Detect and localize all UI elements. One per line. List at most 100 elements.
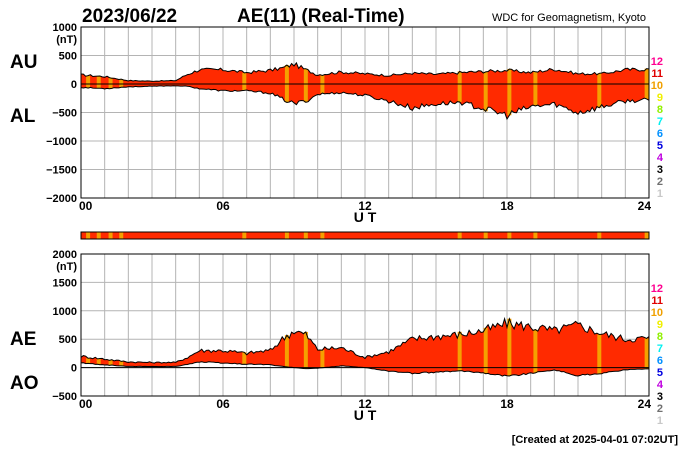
station-stripe <box>119 361 124 366</box>
station-legend-label: 9 <box>657 319 663 331</box>
station-stripe <box>242 72 247 91</box>
station-legend-label: 4 <box>657 152 664 164</box>
y-tick-label: 1000 <box>53 22 77 34</box>
status-bar-stripe <box>242 232 247 239</box>
y-tick-label: 500 <box>59 334 77 346</box>
station-legend-label: 11 <box>651 68 663 80</box>
station-stripe <box>303 331 308 369</box>
station-legend-label: 10 <box>651 80 663 92</box>
status-bar-stripe <box>597 232 602 239</box>
station-stripe <box>457 71 462 103</box>
station-legend-label: 7 <box>657 343 663 355</box>
x-axis-label: U T <box>354 407 377 423</box>
status-bar-stripe <box>644 232 649 239</box>
chart-title: AE(11) (Real-Time) <box>237 6 405 27</box>
station-legend-label: 3 <box>657 391 663 403</box>
station-legend-label: 9 <box>657 92 663 104</box>
station-stripe <box>533 71 538 107</box>
status-bar-stripe <box>108 232 113 239</box>
station-stripe <box>242 352 247 365</box>
series-fill-area <box>81 318 649 377</box>
station-legend-label: 10 <box>651 307 663 319</box>
created-timestamp: [Created at 2025-04-01 07:02UT] <box>512 434 679 446</box>
status-bar-stripe <box>483 232 488 239</box>
station-legend-label: 7 <box>657 116 663 128</box>
x-tick-label: 24 <box>638 199 652 213</box>
station-legend-label: 6 <box>657 128 663 140</box>
series-fill-area <box>81 62 649 119</box>
station-legend-label: 12 <box>651 56 663 68</box>
x-tick-label: 06 <box>216 199 230 213</box>
status-bar-frame <box>80 231 650 240</box>
station-legend-label: 8 <box>657 104 663 116</box>
x-tick-label: 06 <box>216 397 230 411</box>
series-line-ae <box>80 316 650 364</box>
station-legend-label: 1 <box>657 188 663 200</box>
x-tick-label: 18 <box>500 397 514 411</box>
ae-series-label: AE <box>10 329 36 350</box>
station-legend-label: 12 <box>651 283 663 295</box>
station-stripe <box>303 68 308 103</box>
chart-credit: WDC for Geomagnetism, Kyoto <box>492 12 646 24</box>
station-legend-label: 11 <box>651 295 663 307</box>
status-bar-stripe <box>96 232 101 239</box>
station-status-bar <box>80 231 650 240</box>
x-tick-label: 24 <box>638 397 652 411</box>
unit-label: (nT) <box>56 34 77 46</box>
plot-frame <box>80 26 650 199</box>
station-legend-label: 4 <box>657 379 664 391</box>
station-stripe <box>119 79 124 88</box>
station-legend-label: 5 <box>657 367 663 379</box>
status-bar-stripe <box>457 232 462 239</box>
y-tick-label: 2000 <box>53 249 77 261</box>
x-tick-label: 18 <box>500 199 514 213</box>
ao-series-label: AO <box>10 373 39 394</box>
y-tick-label: −500 <box>52 391 77 403</box>
station-stripe <box>86 358 91 364</box>
station-stripe <box>96 76 101 89</box>
station-legend-label: 8 <box>657 331 663 343</box>
station-legend-label: 3 <box>657 164 663 176</box>
y-tick-label: 1500 <box>53 277 77 289</box>
x-tick-label: 00 <box>79 397 93 411</box>
plot-frame <box>80 253 650 397</box>
station-stripe <box>284 335 289 367</box>
y-tick-label: −2000 <box>46 193 77 205</box>
station-stripe <box>86 75 91 89</box>
status-bar-stripe <box>86 232 91 239</box>
series-line-al <box>80 85 650 121</box>
station-legend-label: 1 <box>657 415 663 427</box>
status-bar-stripe <box>119 232 124 239</box>
station-stripe <box>320 350 325 368</box>
station-stripe <box>507 318 512 376</box>
x-tick-label: 00 <box>79 199 93 213</box>
series-line-au <box>80 61 650 82</box>
station-stripe <box>108 77 113 89</box>
y-tick-label: −1000 <box>46 136 77 148</box>
chart-date: 2023/06/22 <box>82 6 177 27</box>
station-stripe <box>644 338 649 369</box>
al-series-label: AL <box>10 106 36 127</box>
y-tick-label: −1500 <box>46 165 77 177</box>
status-bar-stripe <box>507 232 512 239</box>
status-bar-fill <box>81 232 649 239</box>
status-bar-stripe <box>284 232 289 239</box>
status-bar-stripe <box>533 232 538 239</box>
station-legend-label: 6 <box>657 355 663 367</box>
station-stripe <box>457 331 462 371</box>
y-tick-label: −500 <box>52 108 77 120</box>
station-stripe <box>597 334 602 374</box>
status-bar-stripe <box>303 232 308 239</box>
station-stripe <box>597 73 602 108</box>
status-bar-stripe <box>320 232 325 239</box>
station-stripe <box>533 329 538 373</box>
y-tick-label: 500 <box>59 51 77 63</box>
au-series-label: AU <box>10 52 37 73</box>
y-tick-label: 1000 <box>53 306 77 318</box>
station-stripe <box>483 327 488 374</box>
station-legend-label: 2 <box>657 176 663 188</box>
y-tick-label: 0 <box>71 79 77 91</box>
